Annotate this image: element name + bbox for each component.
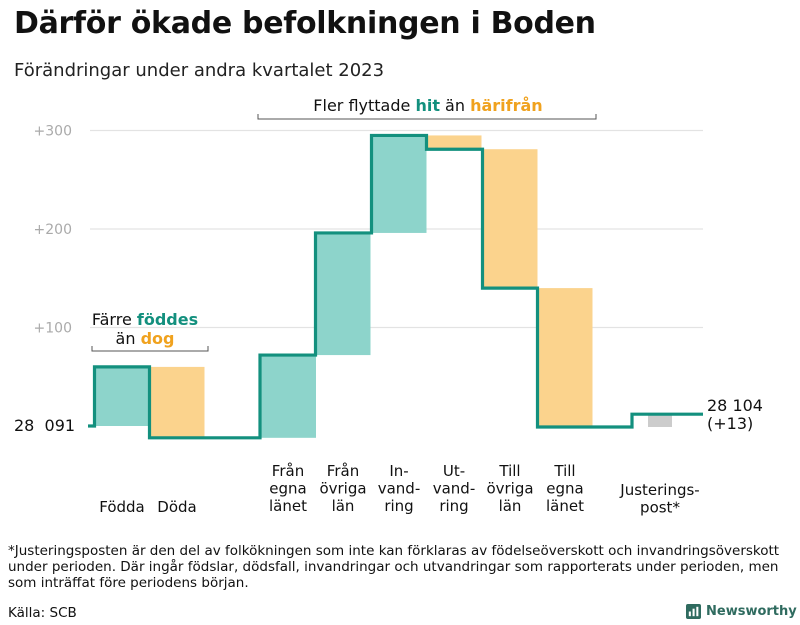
category-label: län bbox=[499, 497, 522, 515]
category-label: Döda bbox=[157, 498, 196, 516]
y-tick-label: +100 bbox=[34, 321, 72, 337]
category-label: övriga bbox=[486, 480, 533, 498]
category-label: Justerings- bbox=[619, 481, 699, 499]
chart-subtitle: Förändringar under andra kvartalet 2023 bbox=[14, 60, 385, 81]
end-value-label: (+13) bbox=[707, 414, 753, 433]
bar-1 bbox=[94, 366, 150, 426]
category-label: länet bbox=[546, 497, 584, 515]
category-label: egna bbox=[546, 480, 583, 498]
end-value-label: 28 104 bbox=[707, 396, 763, 415]
category-label: Från bbox=[272, 462, 304, 480]
chart-title: Därför ökade befolkningen i Boden bbox=[14, 6, 596, 41]
annotation-migration-bracket bbox=[257, 114, 597, 120]
start-value-label: 28 091 bbox=[14, 416, 75, 435]
category-label: vand- bbox=[378, 480, 421, 498]
category-label: Ut- bbox=[443, 462, 465, 480]
brand-name: Newsworthy bbox=[706, 604, 797, 619]
category-label: övriga bbox=[319, 480, 366, 498]
bar-3 bbox=[260, 355, 316, 438]
category-label: Från bbox=[327, 462, 359, 480]
annotation-births-line2: än dog bbox=[116, 329, 175, 348]
bar-6 bbox=[426, 135, 482, 150]
category-label: vand- bbox=[433, 480, 476, 498]
category-label: län bbox=[332, 497, 355, 515]
bar-5 bbox=[371, 135, 427, 233]
annotation-migration: Fler flyttade hit än härifrån bbox=[313, 96, 542, 115]
footnote: *Justeringsposten är den del av folkökni… bbox=[8, 543, 780, 591]
category-label: länet bbox=[269, 497, 307, 515]
y-tick-label: +200 bbox=[34, 222, 72, 238]
annotation-births-bracket bbox=[91, 346, 209, 352]
category-label: egna bbox=[269, 480, 306, 498]
bar-2 bbox=[149, 366, 205, 438]
newsworthy-logo-icon bbox=[686, 604, 701, 619]
running-total-line bbox=[92, 133, 703, 440]
category-label: In- bbox=[389, 462, 408, 480]
category-label: ring bbox=[439, 497, 468, 515]
y-tick-label: +300 bbox=[34, 124, 72, 140]
category-label: post* bbox=[640, 499, 680, 517]
category-label: ring bbox=[384, 497, 413, 515]
bar-8 bbox=[537, 288, 593, 427]
category-label: Till bbox=[553, 462, 575, 480]
waterfall-chart: +100 +200 +300 28 091 28 104(+13) Födda Döda Fr… bbox=[14, 96, 763, 517]
category-label: Födda bbox=[99, 498, 145, 516]
category-label: Till bbox=[498, 462, 520, 480]
bar-9 bbox=[648, 414, 672, 427]
annotation-births-line1: Färre föddes bbox=[92, 310, 198, 329]
bar-7 bbox=[482, 149, 538, 289]
bar-4 bbox=[315, 232, 371, 356]
source-note: Källa: SCB bbox=[8, 605, 77, 621]
brand-logo: Newsworthy bbox=[686, 604, 797, 619]
